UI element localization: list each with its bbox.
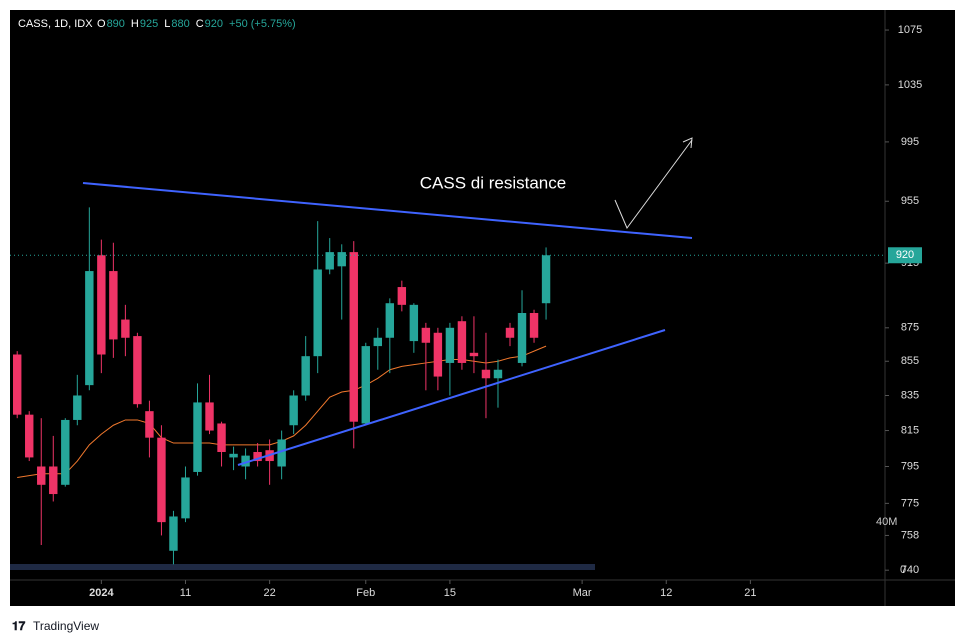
y-tick-label: 835 — [901, 389, 919, 401]
candle-body — [481, 369, 491, 379]
candle-body — [13, 354, 22, 415]
ohlc-value: 925 — [140, 18, 158, 30]
resistance-line — [82, 182, 693, 239]
candle-body — [397, 287, 407, 305]
logo: 𝟏𝟕 — [12, 619, 26, 633]
x-tick-label: Feb — [356, 587, 375, 599]
y-tick-label: 795 — [901, 460, 919, 472]
candle-body — [229, 453, 238, 458]
y-tick-label: 758 — [901, 529, 919, 541]
chart-background — [10, 10, 955, 606]
y-tick-label: 815 — [901, 424, 919, 436]
candle-body — [241, 455, 250, 467]
candle-body — [505, 327, 515, 338]
candle-body — [61, 419, 70, 485]
candle-body — [469, 352, 479, 357]
candle-body — [493, 369, 503, 379]
y-tick-label: 775 — [901, 497, 919, 509]
candle-body — [301, 356, 310, 396]
candle-body — [277, 439, 286, 467]
volume-strip — [10, 564, 595, 570]
candle-body — [25, 414, 34, 458]
x-tick-label: Mar — [573, 587, 592, 599]
candle-body — [529, 313, 539, 338]
ohlc-letter: O — [97, 18, 106, 30]
candle-body — [253, 452, 262, 462]
candle-body — [373, 337, 382, 347]
y-tick-label: 740 — [901, 564, 919, 576]
x-tick-label: 11 — [180, 587, 191, 599]
candle-body — [121, 319, 130, 338]
candle-body — [421, 327, 431, 343]
symbol: CASS, 1D, IDX — [18, 18, 93, 30]
y-tick-label: 875 — [901, 322, 919, 334]
brand-name: TradingView — [33, 619, 99, 633]
ohlc-value: 880 — [171, 18, 189, 30]
ohlc-letter: C — [196, 18, 204, 30]
x-tick-label: 12 — [660, 587, 672, 599]
candle-body — [181, 477, 190, 519]
candle-body — [541, 255, 551, 304]
candle-body — [109, 271, 118, 340]
candle-body — [37, 466, 46, 485]
candle-body — [409, 304, 419, 342]
candle-body — [385, 303, 395, 338]
y-tick-label: 1035 — [898, 79, 922, 91]
x-tick-label: 15 — [444, 587, 456, 599]
arrow-head — [682, 137, 693, 149]
breakout-arrow — [614, 139, 693, 229]
candle-body — [217, 423, 226, 453]
candle-body — [85, 271, 94, 386]
candle-body — [349, 252, 358, 422]
volume-label: 40M — [876, 516, 897, 528]
x-tick-label: 2024 — [89, 587, 114, 599]
y-tick-label: 1075 — [898, 24, 922, 36]
candle-body — [313, 269, 322, 357]
candle-body — [145, 411, 154, 438]
candle-body — [433, 332, 443, 377]
support-line — [237, 329, 666, 466]
last-price-box — [888, 247, 922, 264]
x-tick-label: 22 — [263, 587, 275, 599]
volume-label: 0 — [900, 564, 906, 576]
annotation: CASS di resistance — [420, 173, 566, 192]
last-price-label: 920 — [896, 249, 914, 261]
candle-body — [337, 252, 346, 267]
candle-body — [73, 395, 82, 420]
candle-body — [361, 346, 370, 424]
candle-body — [457, 321, 467, 363]
brand: 𝟏𝟕 TradingView — [12, 619, 99, 633]
candle-body — [289, 395, 298, 426]
ohlc-letter: L — [164, 18, 170, 30]
candle-body — [49, 466, 58, 495]
ohlc-value: 890 — [107, 18, 125, 30]
candle-body — [325, 252, 334, 270]
candle-body — [133, 336, 142, 405]
candle-body — [97, 255, 106, 355]
y-tick-label: 955 — [901, 195, 919, 207]
candle-body — [193, 402, 202, 472]
candle-body — [445, 327, 455, 363]
y-tick-label: 855 — [901, 355, 919, 367]
x-tick-label: 21 — [744, 587, 756, 599]
candle-body — [169, 516, 178, 551]
ohlc-letter: H — [131, 18, 139, 30]
ohlc-value: 920 — [205, 18, 223, 30]
candle-body — [205, 402, 214, 431]
candle-body — [517, 313, 527, 363]
y-tick-label: 995 — [901, 136, 919, 148]
change: +50 (+5.75%) — [229, 18, 296, 30]
candle-body — [157, 437, 166, 523]
